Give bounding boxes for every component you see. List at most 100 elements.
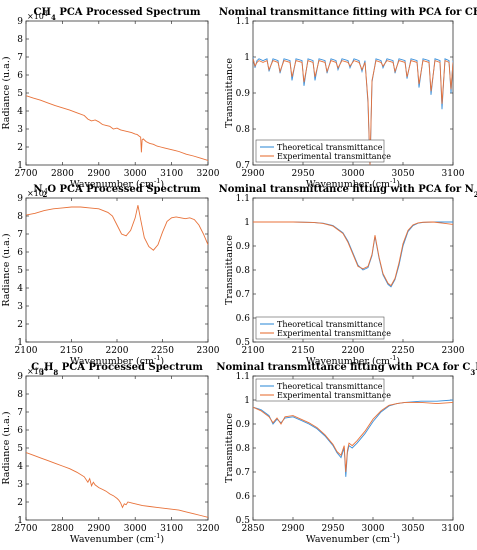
x-tick-label: 2900 (87, 524, 110, 534)
y-tick-label: 2 (17, 498, 23, 508)
y-tick-label: 4 (17, 107, 23, 117)
chart-title: Nominal transmittance fitting with PCA f… (219, 7, 477, 22)
y-tick-label: 1.1 (236, 194, 250, 204)
y-tick-label: 1 (17, 161, 23, 171)
y-tick-label: 4 (17, 284, 23, 294)
x-tick-label: 2900 (87, 169, 110, 179)
y-tick-label: 1 (244, 396, 250, 406)
x-tick-label: 2900 (282, 524, 305, 534)
y-tick-label: 9 (17, 194, 23, 204)
chart-panel-6: Nominal transmittance fitting with PCA f… (216, 362, 477, 545)
x-tick-label: 3100 (442, 169, 465, 179)
x-tick-label: 3200 (197, 169, 220, 179)
legend-entry: Experimental transmittance (277, 329, 391, 338)
chart-title: N2O PCA Processed Spectrum (33, 184, 201, 199)
plot-frame (26, 21, 208, 165)
y-tick-label: 0.5 (236, 338, 251, 348)
y-tick-label: 0.5 (236, 516, 251, 526)
x-tick-label: 3000 (124, 169, 147, 179)
y-tick-label: 0.9 (236, 89, 251, 99)
y-axis-label: Transmittance (224, 413, 235, 483)
x-tick-label: 2150 (60, 346, 83, 356)
x-tick-label: 3000 (124, 524, 147, 534)
y-tick-label: 0.6 (236, 314, 251, 324)
y-tick-label: 7 (17, 408, 23, 418)
y-tick-label: 2 (17, 320, 23, 330)
legend-entry: Theoretical transmittance (277, 382, 383, 391)
y-tick-label: 8 (17, 390, 23, 400)
x-tick-label: 3100 (442, 524, 465, 534)
chart-title: CH4 PCA Processed Spectrum (34, 7, 201, 22)
y-tick-label: 7 (17, 53, 23, 63)
x-tick-label: 3000 (362, 524, 385, 534)
chart-title: Nominal transmittance fitting with PCA f… (219, 184, 477, 199)
y-axis-label: Radiance (u.a.) (1, 56, 12, 129)
y-axis-label: Radiance (u.a.) (1, 411, 12, 484)
legend-entry: Theoretical transmittance (277, 320, 383, 329)
x-tick-label: 3050 (402, 524, 425, 534)
x-axis-label: Wavenumber (cm-1) (306, 532, 400, 545)
y-tick-label: 0.8 (236, 444, 251, 454)
y-tick-label: 3 (17, 480, 23, 490)
chart-panel-1: CH4 PCA Processed Spectrum 2700 2800 2900 30… (1, 7, 220, 190)
y-tick-label: 2 (17, 143, 23, 153)
y-tick-label: 0.9 (236, 420, 251, 430)
y-tick-label: 8 (17, 212, 23, 222)
y-tick-label: 6 (17, 71, 23, 81)
y-tick-label: 3 (17, 302, 23, 312)
y-tick-label: 1.1 (236, 372, 250, 382)
y-axis-label: Radiance (u.a.) (1, 233, 12, 306)
legend-entry: Theoretical transmittance (277, 143, 383, 152)
y-tick-label: 1 (244, 218, 250, 228)
y-tick-label: 0.8 (236, 125, 251, 135)
x-tick-label: 2200 (342, 346, 365, 356)
y-tick-label: 1.1 (236, 17, 250, 27)
y-exponent-label: ×104 (27, 11, 48, 22)
y-tick-label: 7 (17, 230, 23, 240)
x-tick-label: 2800 (51, 524, 74, 534)
chart-panel-4: Nominal transmittance fitting with PCA f… (219, 184, 477, 367)
y-tick-label: 1 (17, 338, 23, 348)
x-tick-label: 2800 (51, 169, 74, 179)
y-axis-label: Transmittance (224, 235, 235, 305)
x-tick-label: 3200 (197, 524, 220, 534)
y-tick-label: 1 (17, 516, 23, 526)
x-tick-label: 3000 (342, 169, 365, 179)
chart-panel-5: C3H8 PCA Processed Spectrum 2700 2800 2900 3… (1, 362, 220, 545)
y-axis-label: Transmittance (224, 58, 235, 128)
plot-frame (26, 198, 208, 342)
legend-entry: Experimental transmittance (277, 152, 391, 161)
x-tick-label: 2950 (322, 524, 345, 534)
y-tick-label: 0.7 (236, 161, 251, 171)
chart-title: C3H8 PCA Processed Spectrum (31, 362, 203, 377)
y-tick-label: 0.7 (236, 290, 251, 300)
y-tick-label: 4 (17, 462, 23, 472)
x-axis-label: Wavenumber (cm-1) (70, 532, 164, 545)
x-tick-label: 2300 (442, 346, 465, 356)
y-tick-label: 0.6 (236, 492, 251, 502)
y-tick-label: 9 (17, 17, 23, 27)
legend-entry: Experimental transmittance (277, 391, 391, 400)
x-tick-label: 2150 (292, 346, 315, 356)
y-tick-label: 6 (17, 426, 23, 436)
y-tick-label: 6 (17, 248, 23, 258)
y-tick-label: 3 (17, 125, 23, 135)
x-tick-label: 3100 (160, 169, 183, 179)
y-exponent-label: ×104 (27, 366, 48, 377)
x-tick-label: 2300 (197, 346, 220, 356)
y-tick-label: 1 (244, 53, 250, 63)
x-tick-label: 2200 (106, 346, 129, 356)
y-tick-label: 8 (17, 35, 23, 45)
y-tick-label: 0.9 (236, 242, 251, 252)
y-tick-label: 5 (17, 266, 23, 276)
y-tick-label: 5 (17, 444, 23, 454)
x-tick-label: 3100 (160, 524, 183, 534)
x-tick-label: 2950 (292, 169, 315, 179)
legend: Theoretical transmittanceExperimental tr… (256, 140, 391, 162)
chart-panel-2: Nominal transmittance fitting with PCA f… (219, 7, 477, 190)
y-tick-label: 5 (17, 89, 23, 99)
